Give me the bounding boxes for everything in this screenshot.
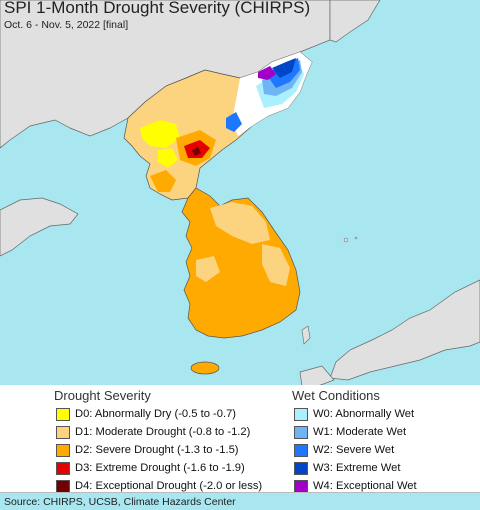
- legend-label-d4: D4: Exceptional Drought (-2.0 or less): [75, 480, 263, 492]
- jeju-island: [190, 361, 220, 375]
- ulleung-island: [343, 237, 349, 243]
- nk-wet-w2-patch: [226, 112, 242, 132]
- legend-label-d3: D3: Extreme Drought (-1.6 to -1.9): [75, 462, 245, 474]
- legend-item-d3: D3: Extreme Drought (-1.6 to -1.9): [56, 461, 245, 475]
- swatch-d3: [56, 461, 70, 475]
- swatch-w0: [294, 407, 308, 421]
- japan-kyushu: [299, 365, 335, 387]
- legend-item-d0: D0: Abnormally Dry (-0.5 to -0.7): [56, 407, 236, 421]
- sk-d1-west: [196, 256, 220, 282]
- legend-label-d0: D0: Abnormally Dry (-0.5 to -0.7): [75, 408, 237, 420]
- swatch-d2: [56, 443, 70, 457]
- nk-d4-central: [192, 147, 201, 156]
- wet-legend-title: Wet Conditions: [292, 388, 380, 403]
- dokdo-island: [354, 236, 358, 240]
- legend-label-w0: W0: Abnormally Wet: [313, 408, 415, 420]
- legend-item-w3: W3: Extreme Wet: [294, 461, 400, 475]
- sk-d1-north: [210, 202, 270, 244]
- legend-label-d1: D1: Moderate Drought (-0.8 to -1.2): [75, 426, 251, 438]
- legend-item-w0: W0: Abnormally Wet: [294, 407, 414, 421]
- map-date-range: Oct. 6 - Nov. 5, 2022 [final]: [4, 19, 129, 31]
- nk-d2-southwest: [150, 170, 176, 192]
- nk-d0-south: [158, 148, 178, 168]
- legend-label-w2: W2: Severe Wet: [313, 444, 395, 456]
- swatch-d1: [56, 425, 70, 439]
- swatch-w1: [294, 425, 308, 439]
- drought-legend-title: Drought Severity: [54, 388, 151, 403]
- swatch-w2: [294, 443, 308, 457]
- sk-d1-east: [262, 244, 290, 286]
- legend-label-w3: W3: Extreme Wet: [313, 462, 401, 474]
- legend-item-w4: W4: Exceptional Wet: [294, 479, 417, 493]
- legend-item-d2: D2: Severe Drought (-1.3 to -1.5): [56, 443, 239, 457]
- legend-item-d1: D1: Moderate Drought (-0.8 to -1.2): [56, 425, 250, 439]
- legend-label-w1: W1: Moderate Wet: [313, 426, 407, 438]
- swatch-d0: [56, 407, 70, 421]
- swatch-d4: [56, 479, 70, 493]
- tsushima-island: [301, 325, 311, 345]
- nk-wet-w3: [272, 58, 296, 78]
- south-korea: [181, 187, 301, 339]
- legend-item-w1: W1: Moderate Wet: [294, 425, 406, 439]
- legend-panel: Drought Severity Wet Conditions D0: Abno…: [0, 385, 480, 493]
- swatch-w4: [294, 479, 308, 493]
- map-title: SPI 1-Month Drought Severity (CHIRPS): [4, 0, 311, 17]
- source-credit: Source: CHIRPS, UCSB, Climate Hazards Ce…: [4, 496, 236, 508]
- shandong-peninsula: [0, 197, 79, 257]
- nk-wet-w4: [258, 66, 276, 80]
- footer-divider: [0, 492, 480, 493]
- legend-item-w2: W2: Severe Wet: [294, 443, 394, 457]
- legend-label-d2: D2: Severe Drought (-1.3 to -1.5): [75, 444, 239, 456]
- legend-label-w4: W4: Exceptional Wet: [313, 480, 417, 492]
- nk-d0-west: [140, 120, 180, 148]
- russia-coast: [329, 0, 381, 43]
- legend-item-d4: D4: Exceptional Drought (-2.0 or less): [56, 479, 262, 493]
- swatch-w3: [294, 461, 308, 475]
